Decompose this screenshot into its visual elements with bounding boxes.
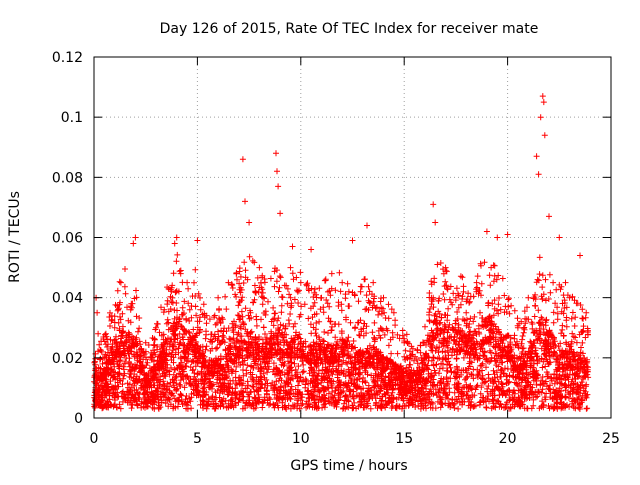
y-tick-label: 0.08 bbox=[52, 170, 83, 186]
y-tick-label: 0.02 bbox=[52, 351, 83, 367]
y-axis-label: ROTI / TECUs bbox=[7, 191, 23, 283]
x-tick-label: 5 bbox=[193, 431, 202, 447]
data-points bbox=[91, 93, 592, 412]
y-tick-label: 0.1 bbox=[61, 110, 83, 126]
x-tick-label: 0 bbox=[90, 431, 99, 447]
plot-frame bbox=[93, 56, 612, 419]
x-axis-label: GPS time / hours bbox=[290, 458, 407, 474]
x-tick-label: 25 bbox=[602, 431, 620, 447]
y-tick-label: 0 bbox=[74, 411, 83, 427]
y-tick-label: 0.04 bbox=[52, 291, 83, 307]
roti-scatter-series bbox=[91, 93, 592, 412]
chart-title: Day 126 of 2015, Rate Of TEC Index for r… bbox=[160, 21, 539, 37]
x-tick-label: 15 bbox=[395, 431, 413, 447]
axis-ticks: 0 5 10 15 20 25 0 0.02 0.04 0.06 0.08 0.1 0.12 bbox=[52, 50, 620, 447]
y-tick-label: 0.06 bbox=[52, 231, 83, 247]
x-tick-label: 10 bbox=[292, 431, 310, 447]
y-tick-label: 0.12 bbox=[52, 50, 83, 66]
x-tick-label: 20 bbox=[499, 431, 517, 447]
